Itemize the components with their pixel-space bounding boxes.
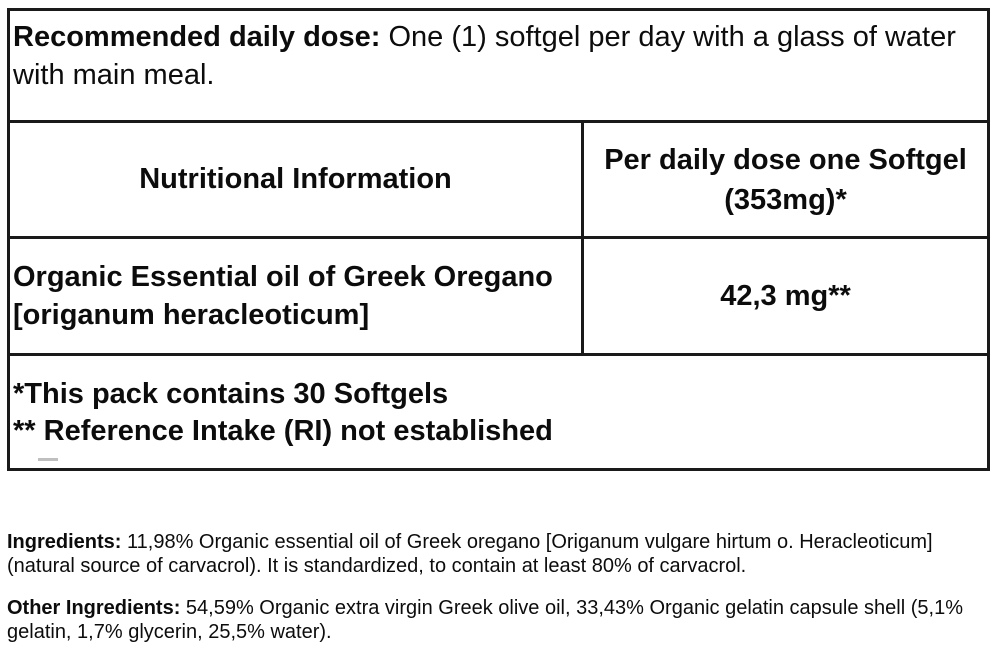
ingredients-label: Ingredients: <box>7 531 122 553</box>
nutrient-amount: 42,3 mg** <box>720 279 851 312</box>
other-ingredients-paragraph: Other Ingredients: 54,59% Organic extra … <box>7 597 990 644</box>
nutritional-information-title: Nutritional Information <box>139 163 452 195</box>
table-footnotes: *This pack contains 30 Softgels ** Refer… <box>10 353 987 468</box>
table-row: Organic Essential oil of Greek Oregano [… <box>10 236 987 353</box>
header-cell-per-dose: Per daily dose one Softgel (353mg)* <box>584 123 987 236</box>
ingredients-text: 11,98% Organic essential oil of Greek or… <box>7 531 933 577</box>
table-header-row: Nutritional Information Per daily dose o… <box>10 120 987 236</box>
other-ingredients-text: 54,59% Organic extra virgin Greek olive … <box>7 597 963 643</box>
dose-statement-text: One (1) softgel per day with a glass of … <box>13 21 956 91</box>
dose-statement: Recommended daily dose: One (1) softgel … <box>10 11 987 120</box>
nutrient-amount-cell: 42,3 mg** <box>584 239 987 353</box>
scan-artifact <box>38 458 58 461</box>
header-cell-nutritional-information: Nutritional Information <box>10 123 584 236</box>
ingredients-paragraph: Ingredients: 11,98% Organic essential oi… <box>7 531 990 578</box>
nutrient-name: Organic Essential oil of Greek Oregano [… <box>13 261 553 331</box>
nutrient-name-cell: Organic Essential oil of Greek Oregano [… <box>10 239 584 353</box>
other-ingredients-label: Other Ingredients: <box>7 597 181 619</box>
ingredients-section: Ingredients: 11,98% Organic essential oi… <box>7 531 990 644</box>
dose-statement-label: Recommended daily dose: <box>13 21 381 53</box>
nutrition-panel: Recommended daily dose: One (1) softgel … <box>7 8 990 471</box>
footnotes-text: *This pack contains 30 Softgels ** Refer… <box>13 378 553 447</box>
per-dose-title: Per daily dose one Softgel (353mg)* <box>604 143 967 216</box>
